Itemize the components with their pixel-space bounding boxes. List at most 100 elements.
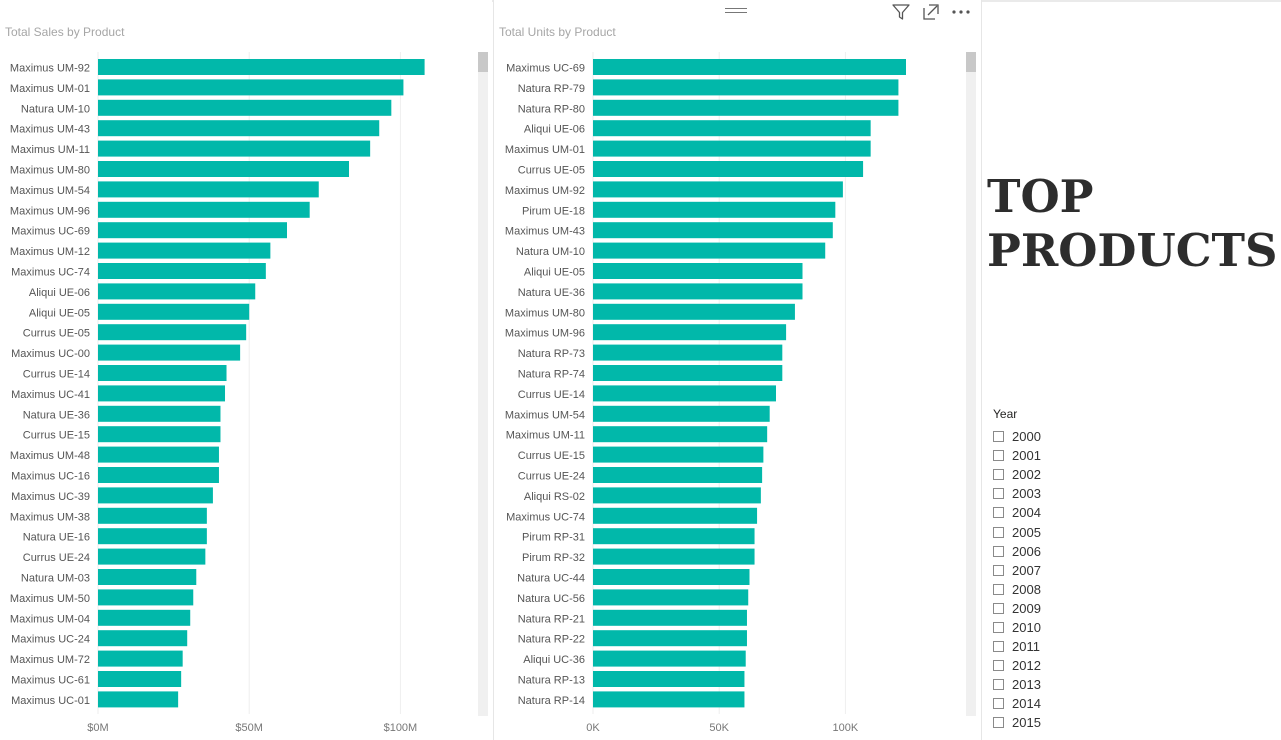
slicer-item-2002[interactable]: 2002 — [993, 465, 1133, 484]
slicer-item-2005[interactable]: 2005 — [993, 522, 1133, 541]
bar[interactable] — [593, 365, 783, 381]
bar[interactable] — [98, 671, 182, 687]
slicer-item-2003[interactable]: 2003 — [993, 484, 1133, 503]
bar[interactable] — [98, 609, 191, 626]
bar[interactable] — [593, 242, 826, 259]
checkbox-icon[interactable] — [993, 526, 1004, 538]
checkbox-icon[interactable] — [993, 660, 1004, 672]
bar[interactable] — [98, 528, 207, 545]
bar[interactable] — [593, 181, 843, 198]
slicer-item-2001[interactable]: 2001 — [993, 446, 1133, 465]
bar[interactable] — [98, 242, 271, 259]
bar[interactable] — [98, 630, 188, 647]
checkbox-icon[interactable] — [993, 545, 1004, 557]
bar[interactable] — [593, 283, 803, 300]
slicer-item-2013[interactable]: 2013 — [993, 675, 1133, 694]
slicer-item-2000[interactable]: 2000 — [993, 427, 1133, 446]
bar[interactable] — [98, 569, 197, 585]
bar[interactable] — [98, 507, 207, 524]
bar[interactable] — [98, 140, 371, 157]
bar[interactable] — [98, 201, 310, 218]
units-scrollbar[interactable] — [966, 52, 976, 716]
bar[interactable] — [98, 222, 287, 239]
bar[interactable] — [593, 161, 864, 177]
bar[interactable] — [593, 569, 750, 585]
bar[interactable] — [98, 283, 256, 300]
bar[interactable] — [593, 201, 836, 218]
bar[interactable] — [593, 589, 749, 606]
bar[interactable] — [593, 303, 795, 320]
sales-scrollbar-thumb[interactable] — [478, 52, 488, 72]
bar[interactable] — [98, 589, 194, 606]
checkbox-icon[interactable] — [993, 602, 1004, 614]
bar[interactable] — [593, 99, 899, 116]
bar[interactable] — [98, 120, 380, 137]
bar[interactable] — [593, 446, 764, 463]
checkbox-icon[interactable] — [993, 488, 1004, 500]
bar[interactable] — [98, 263, 266, 279]
bar[interactable] — [98, 181, 319, 198]
checkbox-icon[interactable] — [993, 507, 1004, 519]
bar[interactable] — [98, 691, 179, 708]
bar[interactable] — [593, 120, 871, 137]
bar[interactable] — [593, 426, 768, 443]
focus-mode-icon[interactable] — [921, 2, 941, 22]
checkbox-icon[interactable] — [993, 431, 1004, 443]
bar[interactable] — [593, 650, 746, 667]
checkbox-icon[interactable] — [993, 679, 1004, 691]
slicer-item-2012[interactable]: 2012 — [993, 656, 1133, 675]
filter-icon[interactable] — [891, 2, 911, 22]
slicer-item-2009[interactable]: 2009 — [993, 599, 1133, 618]
bar[interactable] — [98, 344, 241, 361]
bar[interactable] — [593, 630, 747, 647]
slicer-item-2008[interactable]: 2008 — [993, 580, 1133, 599]
checkbox-icon[interactable] — [993, 450, 1004, 462]
bar[interactable] — [98, 59, 425, 75]
slicer-item-2004[interactable]: 2004 — [993, 503, 1133, 522]
bar[interactable] — [593, 59, 906, 75]
bar[interactable] — [593, 671, 745, 687]
bar[interactable] — [593, 507, 758, 524]
bar[interactable] — [593, 385, 776, 402]
bar[interactable] — [98, 487, 213, 504]
bar[interactable] — [593, 691, 745, 708]
bar[interactable] — [98, 548, 206, 565]
bar[interactable] — [593, 222, 833, 239]
slicer-item-2011[interactable]: 2011 — [993, 637, 1133, 656]
slicer-item-2014[interactable]: 2014 — [993, 694, 1133, 713]
units-scrollbar-thumb[interactable] — [966, 52, 976, 72]
total-sales-visual[interactable]: Total Sales by Product $0M $50M $100M Maxim… — [0, 0, 492, 740]
checkbox-icon[interactable] — [993, 583, 1004, 595]
checkbox-icon[interactable] — [993, 698, 1004, 710]
bar[interactable] — [98, 79, 404, 96]
bar[interactable] — [98, 650, 183, 667]
drag-handle-icon[interactable] — [725, 8, 747, 14]
bar[interactable] — [98, 99, 392, 116]
bar[interactable] — [593, 263, 803, 279]
bar[interactable] — [98, 426, 221, 443]
slicer-item-2010[interactable]: 2010 — [993, 618, 1133, 637]
bar[interactable] — [98, 324, 247, 341]
bar[interactable] — [593, 487, 761, 504]
checkbox-icon[interactable] — [993, 469, 1004, 481]
slicer-item-2007[interactable]: 2007 — [993, 561, 1133, 580]
sales-scrollbar[interactable] — [478, 52, 488, 716]
bar[interactable] — [593, 140, 871, 157]
bar[interactable] — [593, 467, 763, 483]
bar[interactable] — [593, 344, 783, 361]
bar[interactable] — [593, 324, 787, 341]
bar[interactable] — [98, 405, 221, 422]
bar[interactable] — [98, 161, 349, 177]
bar[interactable] — [593, 405, 770, 422]
checkbox-icon[interactable] — [993, 641, 1004, 653]
bar[interactable] — [593, 609, 747, 626]
slicer-item-2015[interactable]: 2015 — [993, 713, 1133, 732]
slicer-item-2006[interactable]: 2006 — [993, 542, 1133, 561]
bar[interactable] — [98, 365, 227, 381]
total-units-visual[interactable]: Total Units by Product 0K 50K 100K Maximus … — [493, 0, 982, 740]
bar[interactable] — [593, 79, 899, 96]
bar[interactable] — [593, 528, 755, 545]
bar[interactable] — [593, 548, 755, 565]
bar[interactable] — [98, 446, 219, 463]
checkbox-icon[interactable] — [993, 717, 1004, 729]
